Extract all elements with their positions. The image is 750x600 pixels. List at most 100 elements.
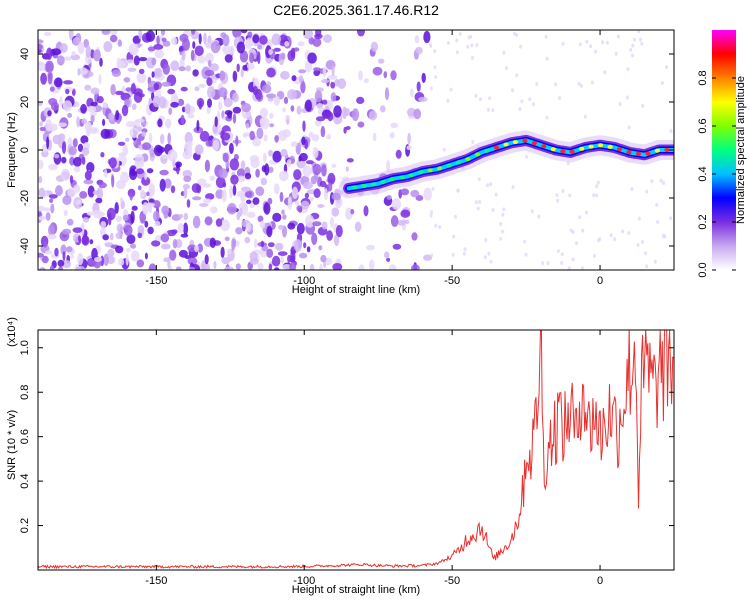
noise-blob [183,175,192,182]
noise-blob [386,257,391,262]
noise-blob [475,43,479,47]
noise-blob [597,238,601,243]
noise-blob [239,207,243,217]
noise-blob [327,111,334,122]
noise-blob [235,263,241,270]
noise-blob [511,185,515,190]
ridge-peak [380,180,386,185]
ridge-peak [550,147,556,152]
noise-blob [38,39,44,44]
noise-blob [312,37,322,48]
noise-blob [358,70,363,81]
noise-blob [123,77,131,83]
noise-blob [224,54,233,63]
noise-blob [370,41,379,52]
noise-blob [384,87,390,101]
noise-blob [116,57,121,70]
noise-blob [220,32,227,39]
colorbar-label: Normalized spectral amplitude [735,76,747,224]
noise-blob [115,215,122,223]
noise-blob [211,78,217,84]
noise-blob [486,183,489,188]
noise-blob [438,225,442,229]
spectrogram-x-tick-label: -50 [444,275,460,287]
snr-x-tick-label: 0 [597,575,603,587]
ridge-peak [493,145,500,150]
noise-blob [138,68,145,75]
noise-blob [48,123,58,132]
spectrogram-x-tick-label: -150 [145,275,167,287]
noise-blob [136,168,145,175]
noise-blob [298,69,307,74]
noise-blob [108,112,115,121]
noise-blob [126,234,136,245]
noise-blob [160,133,165,145]
noise-blob [246,211,256,218]
noise-blob [209,63,219,72]
noise-blob [279,170,289,182]
colorbar-tick-label: 0.6 [697,118,709,133]
noise-blob [205,140,214,147]
noise-blob [630,187,634,192]
noise-blob [298,155,302,162]
noise-blob [256,127,264,139]
noise-blob [153,82,160,91]
noise-blob [145,202,155,208]
noise-blob [451,252,455,257]
noise-blob [235,227,243,235]
noise-blob [287,50,296,62]
noise-blob [388,264,397,270]
noise-blob [474,200,478,205]
noise-blob [447,41,450,45]
noise-blob [309,263,315,270]
noise-blob [434,75,438,79]
ridge-peak [351,185,358,190]
noise-blob [206,77,213,87]
noise-blob [499,222,503,226]
noise-blob [102,118,106,127]
noise-blob [300,200,310,210]
noise-blob [82,216,90,223]
noise-blob [252,34,260,44]
noise-blob [523,239,527,244]
noise-blob [315,116,326,122]
noise-blob [400,188,410,196]
noise-blob [86,162,95,173]
noise-blob [545,56,549,61]
ridge-peak [456,160,462,165]
noise-blob [267,197,273,205]
noise-blob [224,266,234,270]
noise-blob [260,177,267,186]
noise-blob [125,137,130,142]
noise-blob [147,226,154,235]
noise-blob [291,75,297,82]
noise-blob [232,106,242,114]
noise-blob [296,205,303,212]
noise-blob [309,196,314,201]
noise-blob [300,80,306,94]
noise-blob [138,57,148,62]
noise-blob [181,106,186,113]
noise-blob [247,31,253,38]
noise-blob [236,63,240,73]
noise-blob [491,207,495,212]
noise-blob [505,66,508,71]
ridge-peak [626,150,632,155]
noise-blob [433,65,437,70]
noise-blob [272,212,282,222]
noise-blob [223,97,233,108]
noise-blob [478,200,482,204]
noise-blob [590,80,594,85]
noise-blob [254,238,258,249]
noise-blob [133,55,140,66]
noise-blob [298,75,304,84]
noise-blob [259,107,269,118]
noise-blob [479,97,482,102]
noise-blob [111,175,115,188]
noise-blob [295,200,300,207]
noise-blob [54,154,60,159]
noise-blob [343,126,347,134]
noise-blob [268,263,273,270]
spectrogram-y-tick-label: -20 [19,190,31,206]
noise-blob [46,136,50,150]
